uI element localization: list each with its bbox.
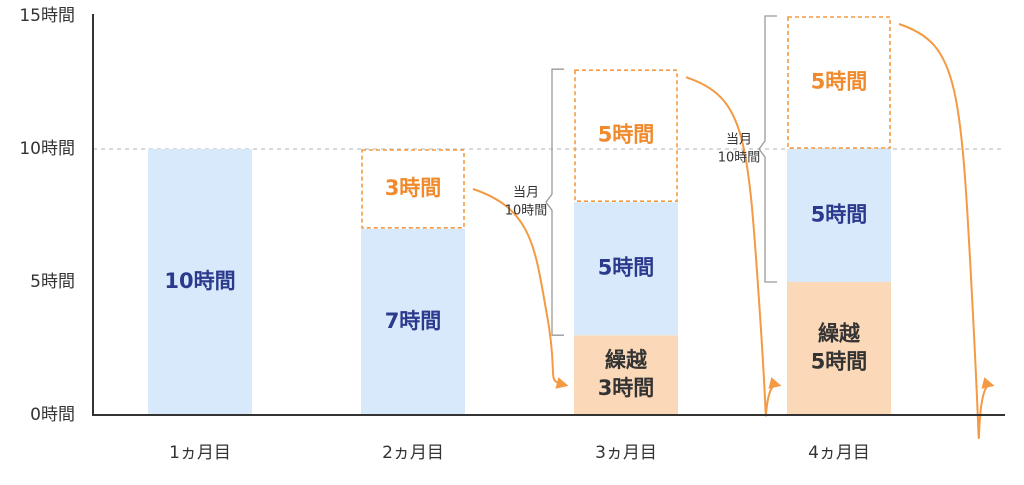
y-tick-label: 10時間 [19, 139, 75, 159]
bar-value-label: 5時間 [811, 70, 868, 94]
bracket-label: 当月 10時間 [505, 186, 548, 219]
y-tick-label: 15時間 [19, 6, 75, 26]
bracket [545, 68, 564, 336]
x-category-label: 4ヵ月目 [808, 443, 870, 463]
bar-value-label: 5時間 [598, 256, 655, 280]
y-tick-label: 5時間 [30, 272, 75, 292]
bar-value-label: 7時間 [385, 309, 442, 333]
y-tick-label: 0時間 [30, 405, 75, 425]
bar-segment [361, 149, 465, 229]
bar-value-label: 5時間 [811, 203, 868, 227]
bar-segment [574, 202, 678, 336]
bracket-label: 当月 10時間 [718, 133, 761, 166]
bar-value-label: 5時間 [598, 123, 655, 147]
x-category-label: 3ヵ月目 [595, 443, 657, 463]
carryover-arrow [898, 23, 995, 439]
bar-value-label: 10時間 [164, 269, 235, 293]
bar-segment [574, 335, 678, 415]
bar-value-label: 3時間 [385, 176, 442, 200]
bar-segment [361, 228, 465, 415]
x-category-label: 2ヵ月目 [382, 443, 444, 463]
bar-value-label: 繰越 3時間 [598, 348, 655, 400]
bar-segment [574, 69, 678, 202]
bar-segment [787, 282, 891, 415]
bar-segment [787, 149, 891, 282]
carryover-arrow [472, 188, 569, 389]
bar-segment [148, 149, 252, 415]
x-category-label: 1ヵ月目 [169, 443, 231, 463]
bar-segment [787, 16, 891, 149]
bracket [758, 15, 777, 283]
carryover-arrow [685, 76, 782, 417]
bar-value-label: 繰越 5時間 [811, 322, 868, 374]
